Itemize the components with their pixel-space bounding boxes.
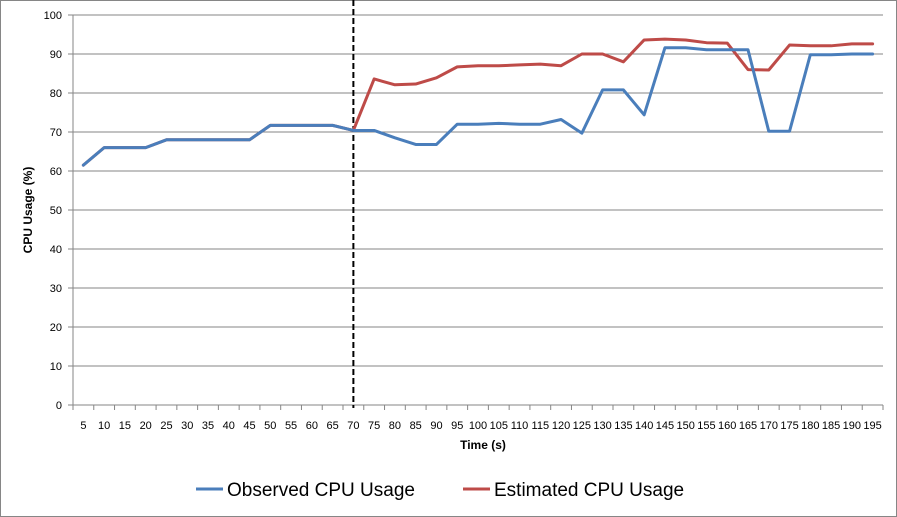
series-line-estimated [81, 37, 875, 167]
y-axis-title: CPU Usage (%) [21, 167, 35, 254]
x-tick-label: 100 [469, 420, 487, 432]
axes [68, 14, 884, 410]
x-tick-labels: 5 10 15 20 25 30 35 40 45 50 55 60 65 70 75 80 85 90 95 100… [80, 420, 881, 432]
x-tick-label: 120 [552, 420, 570, 432]
x-tick-label: 75 [368, 420, 380, 432]
gridlines [73, 14, 883, 367]
x-tick-label: 195 [863, 420, 881, 432]
x-axis-title: Time (s) [460, 438, 506, 452]
x-tick-label: 60 [306, 420, 318, 432]
y-tick-label: 40 [50, 244, 62, 256]
y-tick-label: 60 [50, 166, 62, 178]
x-tick-label: 135 [614, 420, 632, 432]
x-tick-label: 105 [490, 420, 508, 432]
x-tick-label: 95 [451, 420, 463, 432]
x-tick-label: 30 [181, 420, 193, 432]
x-tick-label: 125 [573, 420, 591, 432]
x-tick-label: 185 [822, 420, 840, 432]
x-tick-label: 35 [202, 420, 214, 432]
x-tick-label: 15 [119, 420, 131, 432]
legend-label-observed: Observed CPU Usage [227, 480, 415, 501]
x-tick-label: 10 [98, 420, 110, 432]
series-lines [81, 37, 875, 167]
x-tick-label: 25 [160, 420, 172, 432]
series-line-observed [81, 46, 875, 167]
y-tick-label: 90 [50, 49, 62, 61]
legend-label-estimated: Estimated CPU Usage [494, 480, 684, 501]
y-tick-labels: 0 10 20 30 40 50 60 70 80 90 100 [44, 10, 62, 412]
x-tick-label: 115 [532, 420, 550, 432]
x-tick-label: 190 [843, 420, 861, 432]
x-tick-label: 45 [243, 420, 255, 432]
x-tick-label: 55 [285, 420, 297, 432]
x-tick-label: 80 [389, 420, 401, 432]
x-tick-label: 90 [430, 420, 442, 432]
x-tick-label: 170 [760, 420, 778, 432]
x-tick-label: 20 [140, 420, 152, 432]
x-tick-label: 85 [410, 420, 422, 432]
x-tick-label: 160 [718, 420, 736, 432]
x-tick-label: 150 [677, 420, 695, 432]
y-tick-label: 70 [50, 127, 62, 139]
y-tick-label: 100 [44, 10, 62, 22]
x-tick-label: 175 [780, 420, 798, 432]
x-tick-label: 40 [223, 420, 235, 432]
x-tick-label: 65 [326, 420, 338, 432]
x-tick-label: 155 [697, 420, 715, 432]
x-tick-label: 70 [347, 420, 359, 432]
y-tick-label: 0 [56, 400, 62, 412]
x-tick-label: 180 [801, 420, 819, 432]
x-tick-label: 110 [511, 420, 529, 432]
x-tick-label: 50 [264, 420, 276, 432]
y-tick-label: 20 [50, 322, 62, 334]
y-tick-label: 30 [50, 283, 62, 295]
x-tick-label: 140 [635, 420, 653, 432]
x-tick-label: 130 [593, 420, 611, 432]
y-tick-label: 50 [50, 205, 62, 217]
y-tick-label: 10 [50, 361, 62, 373]
x-tick-label: 165 [739, 420, 757, 432]
y-tick-label: 80 [50, 88, 62, 100]
x-tick-label: 145 [656, 420, 674, 432]
legend: Observed CPU Usage Estimated CPU Usage [196, 480, 684, 501]
x-tick-label: 5 [80, 420, 86, 432]
